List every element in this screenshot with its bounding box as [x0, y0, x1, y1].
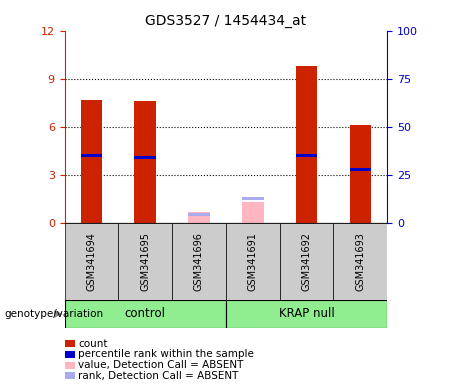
Bar	[349, 169, 371, 171]
Text: GSM341695: GSM341695	[140, 232, 150, 291]
Bar	[81, 99, 102, 223]
Text: rank, Detection Call = ABSENT: rank, Detection Call = ABSENT	[78, 371, 239, 381]
Text: GSM341691: GSM341691	[248, 232, 258, 291]
Bar	[349, 125, 371, 223]
Bar	[226, 223, 280, 300]
Text: count: count	[78, 339, 108, 349]
Bar	[242, 202, 264, 223]
Text: GSM341696: GSM341696	[194, 232, 204, 291]
Text: GSM341694: GSM341694	[86, 232, 96, 291]
Text: KRAP null: KRAP null	[279, 308, 334, 320]
Bar	[242, 197, 264, 200]
Bar	[172, 223, 226, 300]
Bar	[135, 156, 156, 159]
Bar	[296, 154, 317, 157]
Bar	[65, 300, 226, 328]
Bar	[118, 223, 172, 300]
Bar	[226, 300, 387, 328]
Text: percentile rank within the sample: percentile rank within the sample	[78, 349, 254, 359]
Text: value, Detection Call = ABSENT: value, Detection Call = ABSENT	[78, 360, 244, 370]
Bar	[296, 66, 317, 223]
Bar	[135, 101, 156, 223]
Bar	[188, 212, 210, 223]
Bar	[65, 223, 118, 300]
Title: GDS3527 / 1454434_at: GDS3527 / 1454434_at	[145, 14, 307, 28]
Bar	[188, 213, 210, 216]
Text: GSM341692: GSM341692	[301, 232, 312, 291]
Text: GSM341693: GSM341693	[355, 232, 366, 291]
Bar	[81, 154, 102, 157]
Text: genotype/variation: genotype/variation	[5, 309, 104, 319]
Text: control: control	[125, 308, 165, 320]
Bar	[280, 223, 333, 300]
Bar	[333, 223, 387, 300]
